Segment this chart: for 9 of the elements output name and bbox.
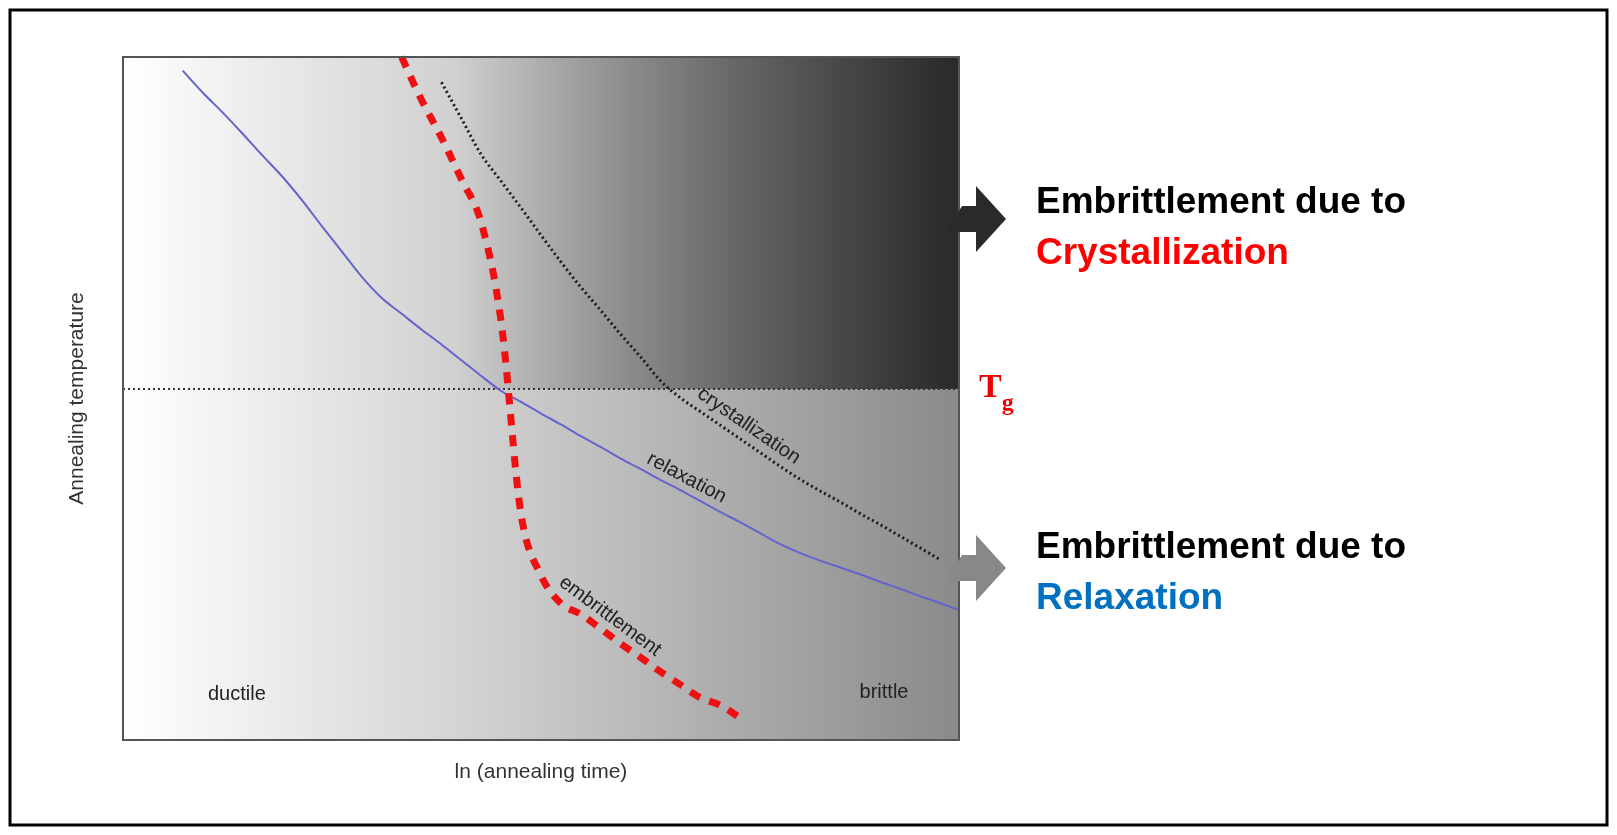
text: Embrittlement due to: [1036, 180, 1407, 221]
ref-line-label: T$_{g}$: [979, 366, 1014, 415]
text: Crystallization: [1036, 231, 1289, 272]
annotation: brittle: [859, 680, 909, 702]
x-axis-title: ln (annealing time): [454, 759, 628, 782]
text: Embrittlement due to: [1036, 525, 1407, 566]
y-axis-title: Annealing temperature: [64, 292, 87, 505]
text: Relaxation: [1036, 576, 1224, 617]
annotation: ductile: [208, 682, 266, 704]
